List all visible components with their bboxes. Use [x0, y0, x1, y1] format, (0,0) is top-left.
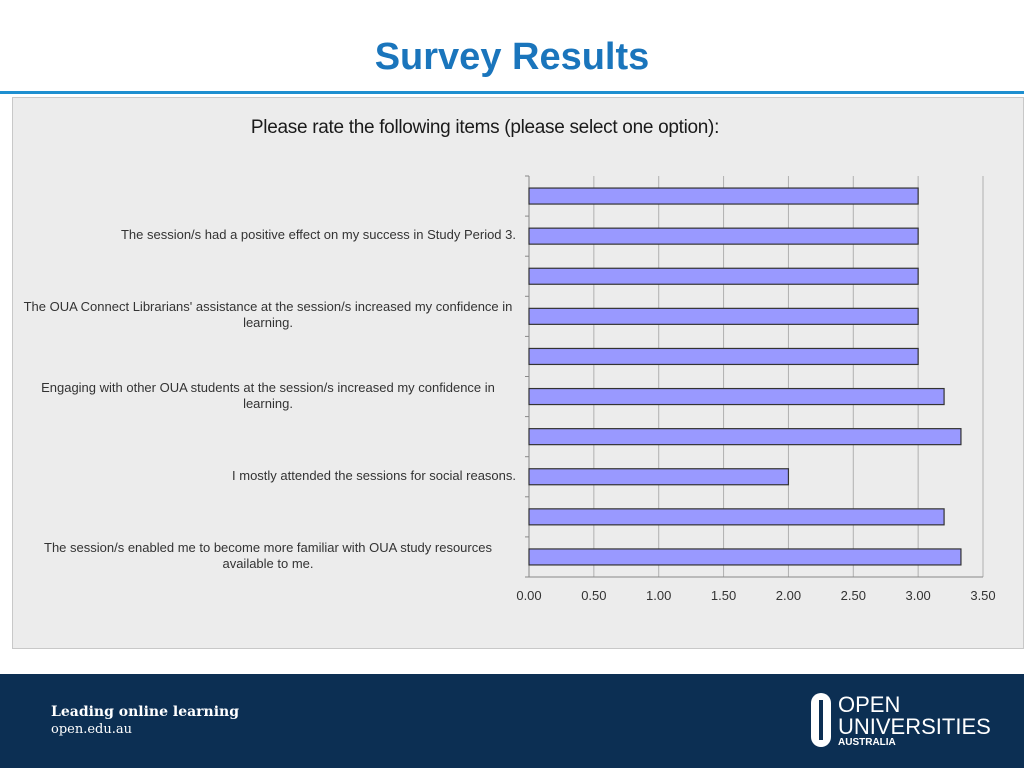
x-tick-label: 2.50: [841, 588, 866, 603]
x-tick-label: 3.00: [905, 588, 930, 603]
logo-mark-icon: [811, 693, 831, 747]
footer-tagline: Leading online learning: [51, 704, 240, 720]
bar: [528, 508, 945, 526]
bar: [528, 227, 919, 245]
chart-title: Please rate the following items (please …: [250, 117, 720, 138]
x-tick-label: 0.50: [581, 588, 606, 603]
bar-chart: 0.00 0.50 1.00 1.50 2.00 2.50 3.00 3.50: [516, 175, 996, 603]
oua-logo: OPEN UNIVERSITIES AUSTRALIA: [808, 690, 991, 752]
footer-url: open.edu.au: [51, 722, 132, 737]
bar: [528, 347, 919, 366]
bar: [528, 428, 962, 446]
bar: [528, 468, 790, 486]
x-tick-label: 2.00: [776, 588, 801, 603]
category-label: I mostly attended the sessions for socia…: [232, 467, 516, 483]
footer: [0, 674, 1024, 768]
bar: [528, 387, 945, 406]
bar: [528, 187, 919, 205]
x-tick-label: 3.50: [970, 588, 995, 603]
category-label: Engaging with other OUA students at the …: [41, 379, 495, 411]
category-label: The session/s enabled me to become more …: [44, 539, 492, 571]
logo-line-2: UNIVERSITIES: [838, 714, 991, 739]
bar: [528, 307, 919, 325]
title-divider: [0, 91, 1024, 94]
category-label: The OUA Connect Librarians' assistance a…: [23, 299, 513, 331]
logo-line-1: OPEN: [838, 692, 901, 717]
slide-title: Survey Results: [374, 36, 650, 78]
x-tick-label: 1.00: [646, 588, 671, 603]
x-tick-label: 1.50: [711, 588, 736, 603]
x-tick-label: 0.00: [516, 588, 541, 603]
logo-line-3: AUSTRALIA: [838, 737, 896, 748]
bar: [528, 267, 919, 285]
bar: [528, 548, 962, 566]
category-label: The session/s had a positive effect on m…: [120, 227, 516, 243]
